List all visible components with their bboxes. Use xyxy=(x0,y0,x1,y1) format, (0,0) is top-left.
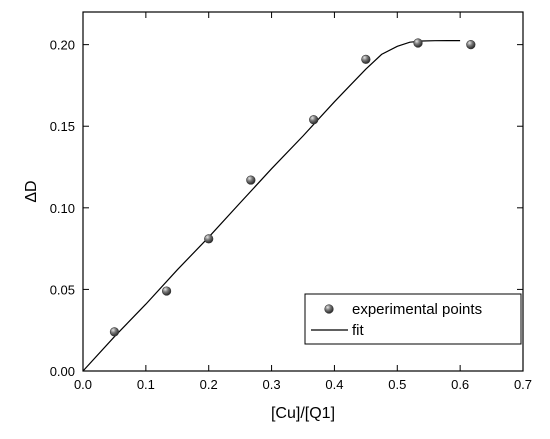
experimental-point xyxy=(162,286,172,296)
experimental-point xyxy=(361,54,371,64)
x-tick-label: 0.6 xyxy=(451,377,469,392)
plot-frame xyxy=(82,11,524,372)
fit-layer xyxy=(82,40,461,372)
x-tick-label: 0.5 xyxy=(388,377,406,392)
x-tick-label: 0.0 xyxy=(74,377,92,392)
experimental-point xyxy=(109,327,120,337)
experimental-point xyxy=(413,38,423,48)
legend-label-fit: fit xyxy=(352,322,365,339)
x-tick-label: 0.4 xyxy=(325,377,343,392)
y-axis-label: ΔD xyxy=(23,180,40,202)
fit-line xyxy=(82,40,461,372)
x-tick-label: 0.2 xyxy=(200,377,218,392)
tick-layer: 0.0 0.1 0.2 0.3 0.4 0.5 0.6 0.7 0.00 0.05 0.10 0.15… xyxy=(50,12,532,392)
x-axis-label: [Cu]/[Q1] xyxy=(271,405,335,422)
legend: experimental points fit xyxy=(304,293,522,345)
x-tick-label: 0.7 xyxy=(514,377,532,392)
y-tick-label: 0.10 xyxy=(50,201,75,216)
x-tick-label: 0.1 xyxy=(137,377,155,392)
y-tick-label: 0.15 xyxy=(50,119,75,134)
x-tick-label: 0.3 xyxy=(263,377,281,392)
experimental-point xyxy=(204,234,214,244)
experimental-point xyxy=(466,40,476,50)
legend-marker-experimental-points xyxy=(324,304,334,314)
experimental-point xyxy=(246,175,256,185)
legend-box xyxy=(304,293,522,345)
point-layer xyxy=(109,38,476,337)
experimental-point xyxy=(309,115,319,125)
y-tick-label: 0.05 xyxy=(50,282,75,297)
legend-label-experimental-points: experimental points xyxy=(352,301,482,318)
y-tick-label: 0.00 xyxy=(50,364,75,379)
y-tick-label: 0.20 xyxy=(50,38,75,53)
